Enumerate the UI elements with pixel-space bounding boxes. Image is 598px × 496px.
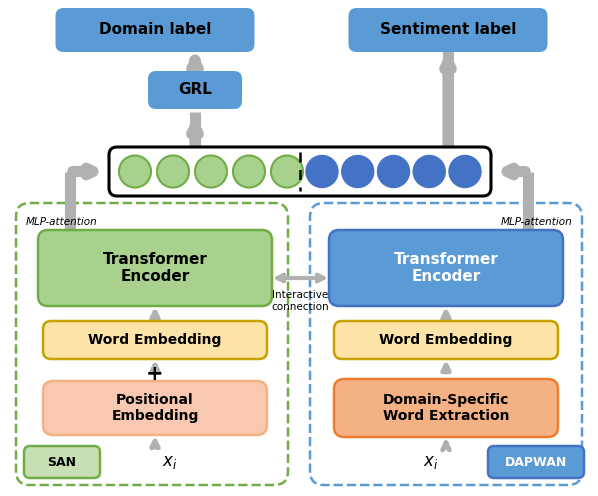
Text: Positional
Embedding: Positional Embedding (111, 393, 199, 423)
Text: Interactive
connection: Interactive connection (271, 290, 329, 311)
Text: $x_i$: $x_i$ (423, 453, 439, 471)
FancyBboxPatch shape (488, 446, 584, 478)
Circle shape (157, 156, 189, 187)
FancyBboxPatch shape (334, 321, 558, 359)
FancyBboxPatch shape (24, 446, 100, 478)
Text: Transformer
Encoder: Transformer Encoder (393, 252, 499, 284)
Circle shape (377, 156, 410, 187)
Text: Domain-Specific
Word Extraction: Domain-Specific Word Extraction (383, 393, 509, 423)
Text: Word Embedding: Word Embedding (379, 333, 512, 347)
FancyBboxPatch shape (43, 381, 267, 435)
Text: SAN: SAN (47, 455, 77, 469)
Circle shape (413, 156, 446, 187)
Circle shape (233, 156, 265, 187)
FancyBboxPatch shape (109, 147, 491, 196)
FancyBboxPatch shape (349, 8, 548, 52)
Text: MLP-attention: MLP-attention (501, 217, 572, 227)
Text: DAPWAN: DAPWAN (505, 455, 567, 469)
Text: MLP-attention: MLP-attention (26, 217, 97, 227)
Text: Word Embedding: Word Embedding (89, 333, 222, 347)
FancyBboxPatch shape (56, 8, 255, 52)
Circle shape (119, 156, 151, 187)
Circle shape (306, 156, 338, 187)
Text: Transformer
Encoder: Transformer Encoder (103, 252, 208, 284)
FancyBboxPatch shape (148, 71, 242, 109)
Circle shape (449, 156, 481, 187)
FancyBboxPatch shape (43, 321, 267, 359)
Circle shape (341, 156, 374, 187)
FancyBboxPatch shape (329, 230, 563, 306)
FancyBboxPatch shape (38, 230, 272, 306)
Circle shape (271, 156, 303, 187)
Circle shape (195, 156, 227, 187)
FancyBboxPatch shape (334, 379, 558, 437)
Text: $x_i$: $x_i$ (162, 453, 178, 471)
Text: +: + (146, 364, 164, 384)
Text: Sentiment label: Sentiment label (380, 22, 516, 38)
Text: Domain label: Domain label (99, 22, 211, 38)
Text: GRL: GRL (178, 82, 212, 98)
